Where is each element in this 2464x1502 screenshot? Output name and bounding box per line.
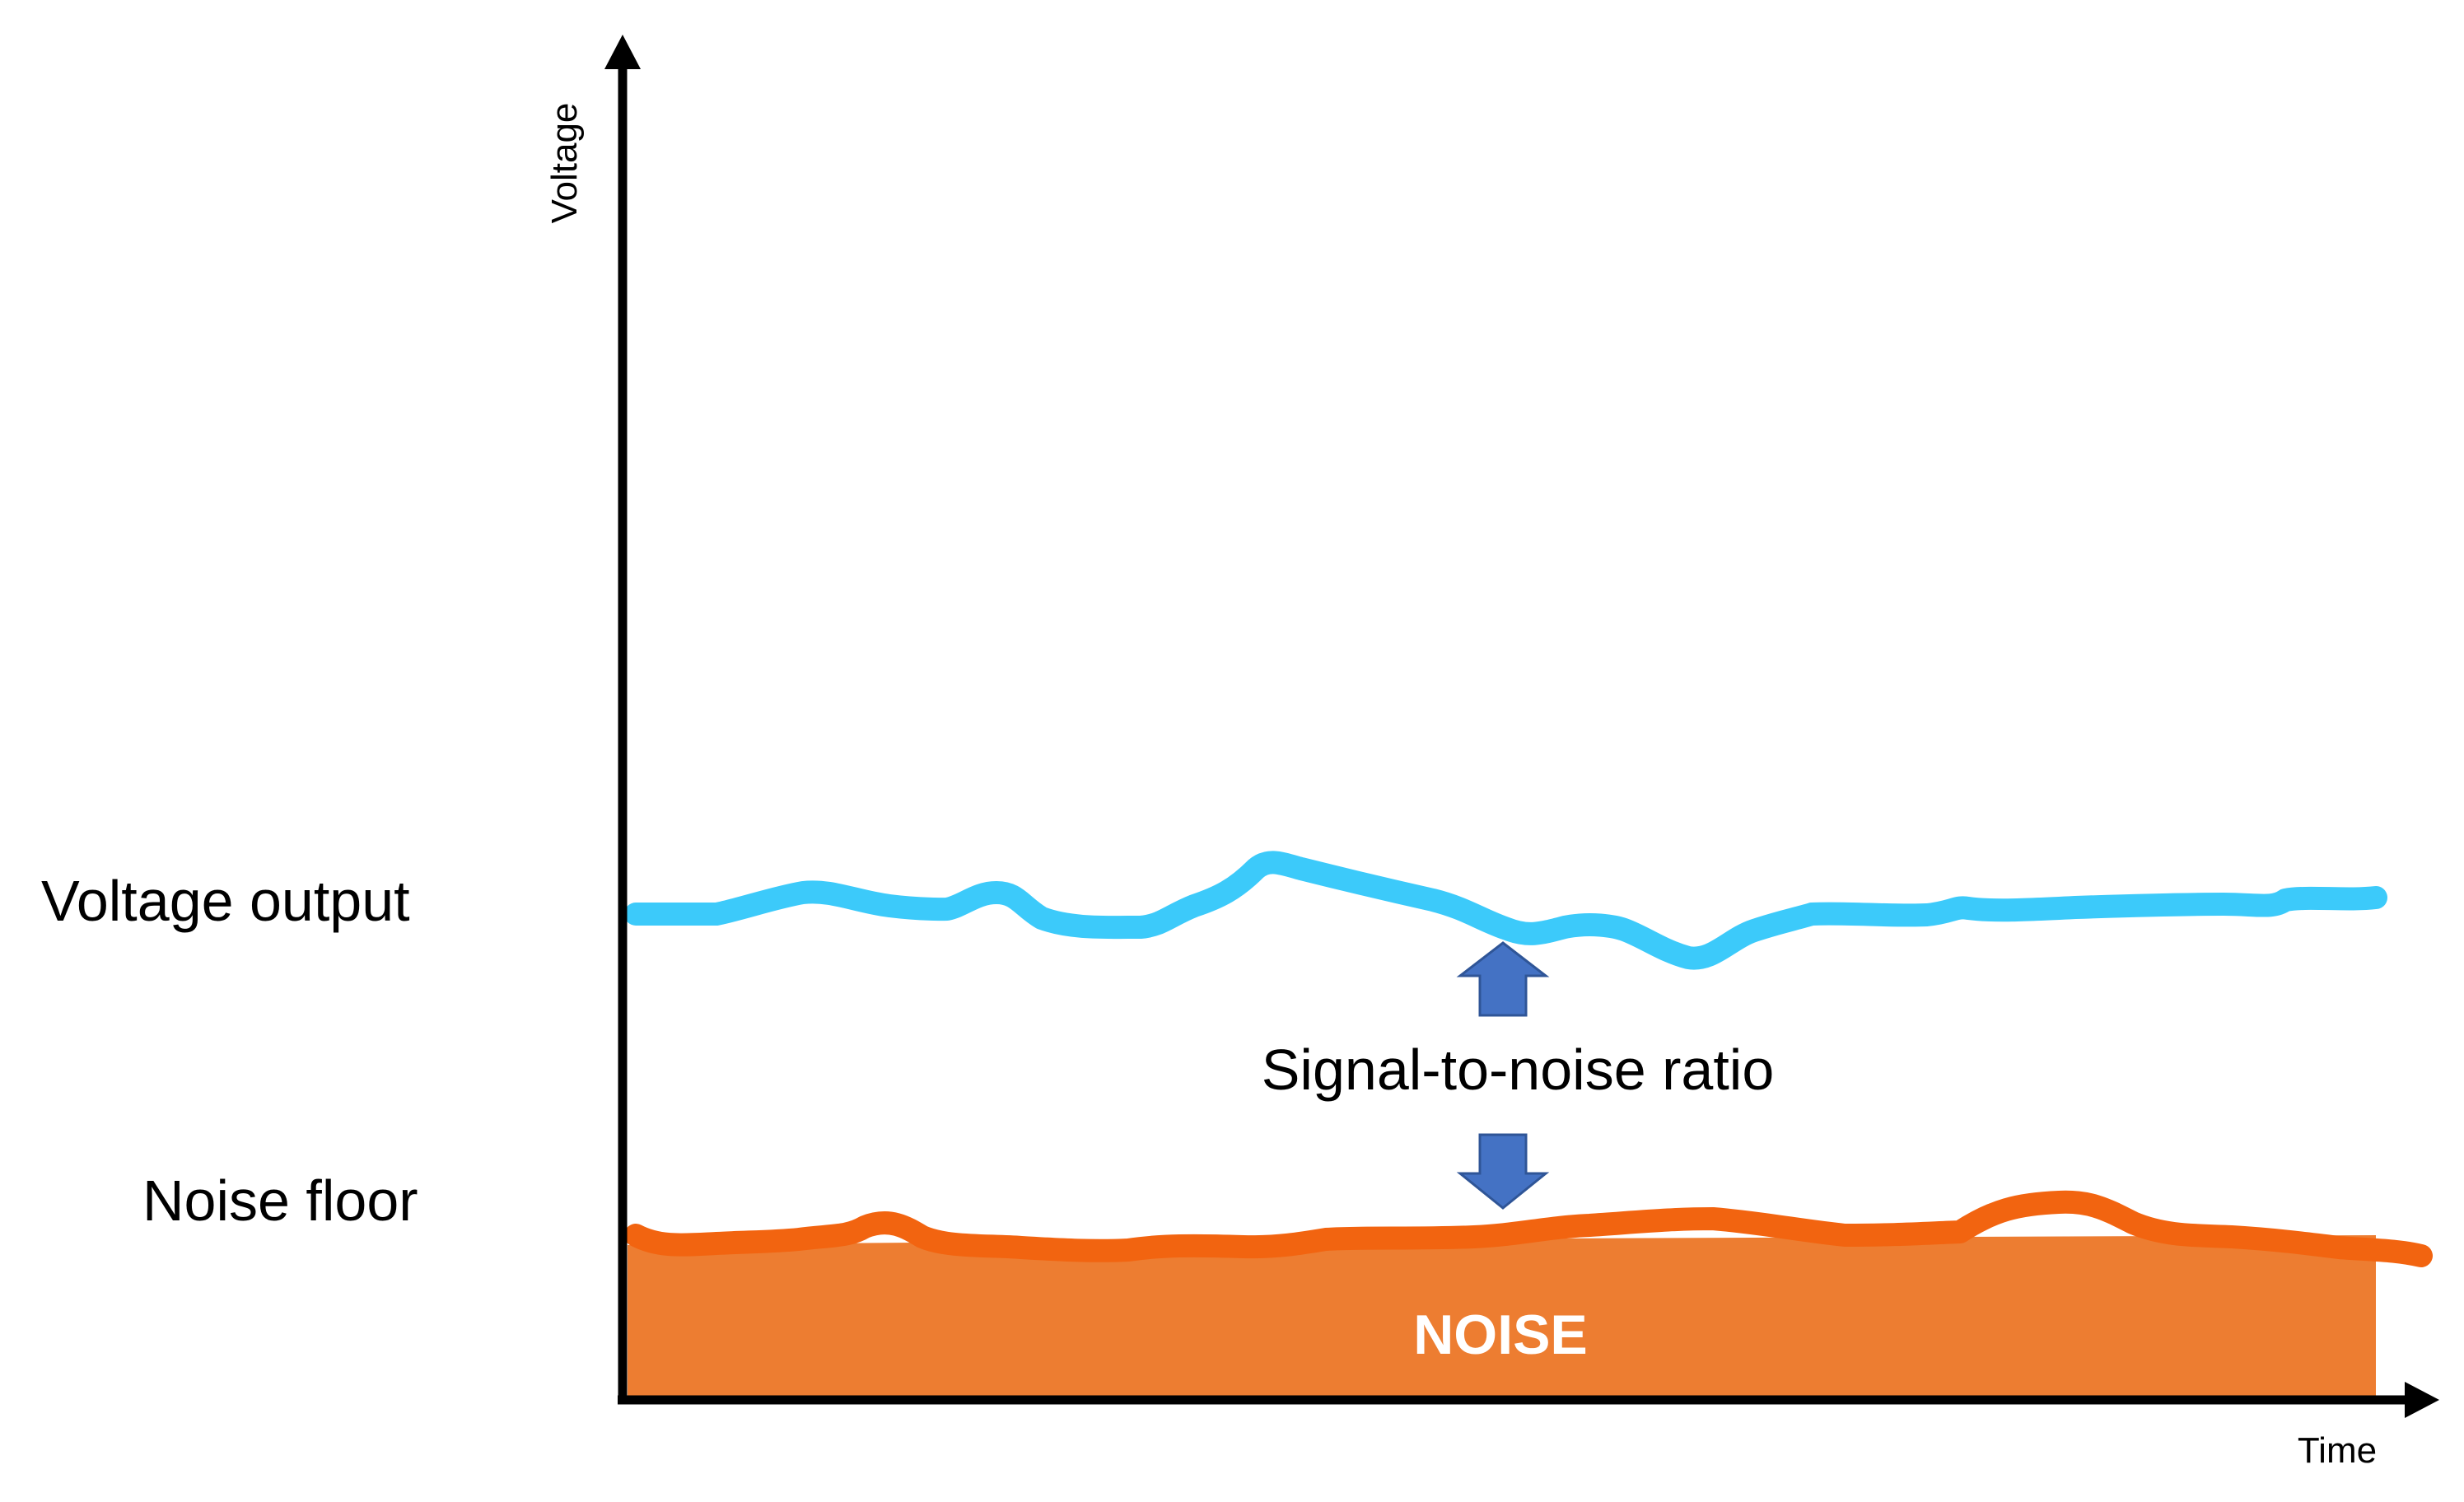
y-axis-label: Voltage	[544, 103, 585, 224]
snr-down-arrow-icon	[1456, 1133, 1550, 1210]
snr-label: Signal-to-noise ratio	[1262, 1038, 1775, 1102]
noise-floor-line	[624, 1190, 2433, 1267]
y-axis-arrowhead	[604, 35, 641, 69]
voltage-output-label: Voltage output	[41, 869, 410, 933]
x-axis-arrowhead	[2405, 1382, 2439, 1418]
noise-band-label: NOISE	[1413, 1304, 1588, 1366]
x-axis-label: Time	[2298, 1430, 2377, 1471]
noise-region	[628, 1235, 2376, 1400]
noise-floor-label: Noise floor	[142, 1168, 418, 1233]
voltage-output-line	[624, 851, 2387, 970]
snr-up-arrow-icon	[1456, 941, 1550, 1017]
